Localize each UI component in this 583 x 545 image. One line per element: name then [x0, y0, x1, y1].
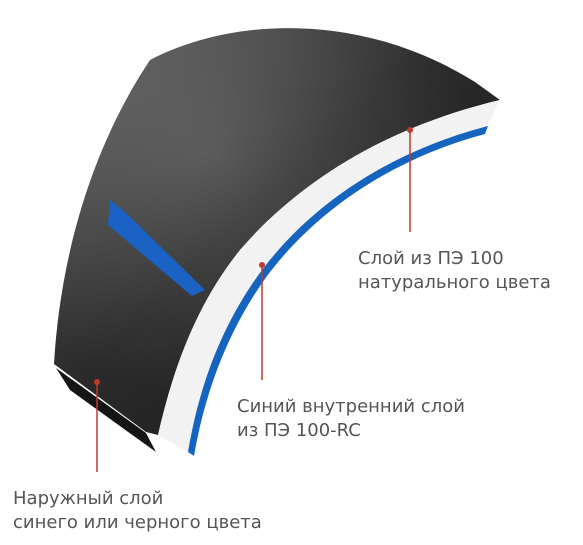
natural-layer-label: Слой из ПЭ 100 натурального цвета — [358, 247, 551, 295]
blue-marking-stripe — [108, 200, 205, 296]
callout-outer-layer — [94, 379, 100, 472]
outer-layer-sheen — [54, 28, 500, 435]
natural-layer-label-line2: натурального цвета — [358, 272, 551, 293]
blue-inner-layer-label-line1: Синий внутренний слой — [237, 396, 465, 417]
blue-inner-layer-label-line2: из ПЭ 100-RC — [237, 420, 361, 441]
callout-natural-layer — [407, 127, 413, 232]
natural-layer-face — [158, 100, 500, 452]
pipe-side-face — [56, 368, 156, 452]
outer-layer-label: Наружный слой синего или черного цвета — [13, 487, 262, 535]
blue-inner-layer-face — [188, 126, 488, 456]
callout-blue-inner-layer — [259, 262, 265, 380]
outer-layer-label-line1: Наружный слой — [13, 488, 164, 509]
outer-layer-label-line2: синего или черного цвета — [13, 512, 262, 533]
blue-inner-layer-label: Синий внутренний слой из ПЭ 100-RC — [237, 395, 465, 443]
natural-layer-label-line1: Слой из ПЭ 100 — [358, 248, 504, 269]
